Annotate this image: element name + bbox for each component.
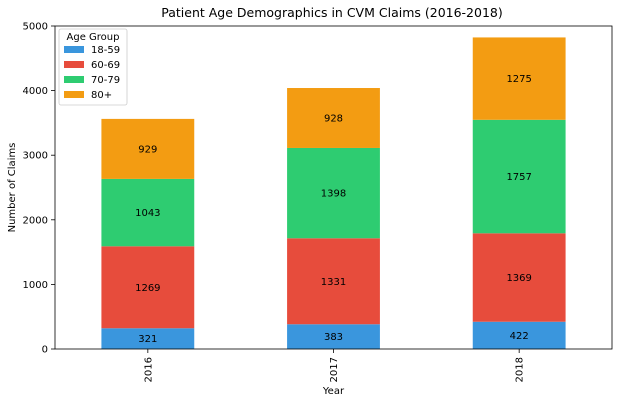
bar-60-69-2016 <box>101 246 195 329</box>
data-label: 1398 <box>321 189 346 200</box>
y-tick-label: 5000 <box>23 22 48 33</box>
data-label: 1757 <box>506 172 531 183</box>
bar-70-79-2017 <box>287 147 380 239</box>
bar-80+-2016 <box>101 118 195 179</box>
bar-18-59-2016 <box>101 328 195 349</box>
data-label: 321 <box>138 334 157 345</box>
legend-swatch-60-69 <box>64 61 84 68</box>
legend: Age Group 18-59 60-69 70-79 80+ <box>58 28 128 106</box>
y-tick-label: 3000 <box>23 151 48 162</box>
legend-label-80+: 80+ <box>91 90 112 101</box>
y-tick-label: 2000 <box>23 215 48 226</box>
bar-70-79-2016 <box>101 178 195 247</box>
y-tick-label: 1000 <box>23 280 48 291</box>
y-tick-label: 0 <box>42 345 48 356</box>
data-label: 1369 <box>506 273 531 284</box>
bar-70-79-2018 <box>472 119 566 234</box>
legend-swatch-70-79 <box>64 76 84 83</box>
x-axis: 2016 2017 2018 <box>143 349 526 382</box>
x-tick-label: 2016 <box>143 357 154 382</box>
legend-title: Age Group <box>67 32 120 43</box>
chart-title: Patient Age Demographics in CVM Claims (… <box>161 5 503 20</box>
x-axis-label: Year <box>322 386 345 397</box>
y-axis: 0 1000 2000 3000 4000 5000 <box>23 22 55 356</box>
bar-80+-2017 <box>287 88 380 148</box>
x-tick-label: 2017 <box>329 357 340 382</box>
plot-area: 321 1269 1043 929 383 1331 1398 928 422 1369 1757 1… <box>101 37 566 349</box>
y-tick-label: 4000 <box>23 86 48 97</box>
data-label: 383 <box>324 332 343 343</box>
bar-60-69-2017 <box>287 238 380 325</box>
legend-swatch-18-59 <box>64 46 84 53</box>
y-axis-label: Number of Claims <box>7 143 18 233</box>
data-label: 1043 <box>135 208 160 219</box>
bar-18-59-2017 <box>287 324 380 349</box>
legend-label-60-69: 60-69 <box>91 60 120 71</box>
legend-swatch-80+ <box>64 91 84 98</box>
data-label: 929 <box>138 144 157 155</box>
data-label: 928 <box>324 113 343 124</box>
data-label: 1275 <box>506 74 531 85</box>
data-label: 1269 <box>135 283 160 294</box>
bar-60-69-2018 <box>472 233 566 322</box>
data-label: 422 <box>510 331 529 342</box>
legend-label-18-59: 18-59 <box>91 45 120 56</box>
bar-80+-2018 <box>472 37 566 120</box>
legend-label-70-79: 70-79 <box>91 75 120 86</box>
bar-18-59-2018 <box>472 321 566 349</box>
x-tick-label: 2018 <box>515 357 526 382</box>
data-label: 1331 <box>321 277 346 288</box>
